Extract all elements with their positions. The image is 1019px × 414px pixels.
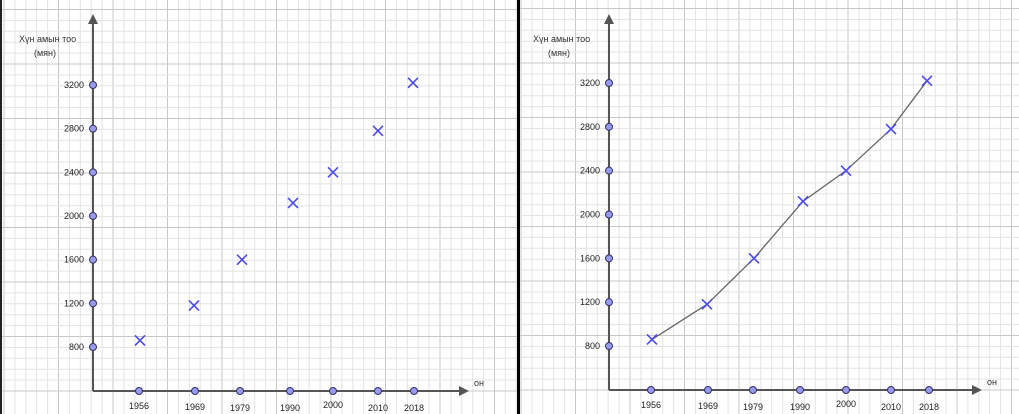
data-point-marker — [885, 123, 897, 135]
y-tick-point — [89, 168, 97, 177]
data-point-marker — [646, 333, 658, 345]
y-tick-label: 1600 — [580, 253, 600, 263]
x-tick-point — [286, 387, 294, 395]
y-tick-label: 800 — [69, 342, 84, 352]
x-tick-label: 2000 — [323, 400, 343, 410]
data-point-marker — [921, 75, 933, 87]
x-tick-point — [374, 387, 382, 395]
x-tick-label: 2018 — [919, 402, 939, 412]
x-tick-point — [135, 387, 143, 395]
y-axis-arrow — [88, 14, 98, 24]
data-point-marker — [748, 252, 760, 264]
data-point-marker — [372, 125, 384, 137]
y-tick-point — [89, 81, 97, 89]
y-tick-point — [89, 124, 97, 133]
x-tick-point — [647, 386, 655, 394]
data-point-marker — [797, 195, 809, 207]
x-tick-point — [410, 387, 418, 395]
y-axis-unit: (мян) — [548, 48, 570, 58]
data-point-marker — [701, 298, 713, 310]
data-point-marker — [407, 77, 419, 89]
x-tick-label: 1990 — [280, 403, 300, 413]
y-tick-point — [605, 210, 613, 219]
x-axis-title: он — [987, 377, 997, 387]
y-tick-label: 800 — [585, 341, 600, 351]
x-tick-label: 1990 — [790, 402, 810, 412]
y-tick-label: 2000 — [64, 211, 84, 221]
scatter-chart: Хүн амын тоо (мян) он 800 1200 1600 2000 2400 28… — [2, 0, 518, 414]
y-axis-title: Хүн амын тоо — [19, 34, 76, 44]
x-tick-label: 2018 — [404, 403, 424, 413]
x-tick-label: 2010 — [368, 403, 388, 413]
y-tick-label: 2000 — [580, 210, 600, 220]
data-point-marker — [840, 165, 852, 177]
x-tick-point — [796, 386, 804, 394]
y-tick-label: 2800 — [64, 124, 84, 134]
line-chart-panel: Хүн амын тоо (мян) он 800 1200 1600 2000 2400 28… — [520, 0, 1019, 414]
line-chart: Хүн амын тоо (мян) он 800 1200 1600 2000 2400 28… — [520, 0, 1019, 414]
x-tick-label: 2000 — [836, 399, 856, 409]
x-tick-point — [191, 387, 199, 395]
y-axis-title: Хүн амын тоо — [533, 34, 590, 44]
x-tick-label: 2010 — [881, 402, 901, 412]
x-tick-label: 1969 — [185, 402, 205, 412]
data-point-marker — [188, 299, 200, 312]
y-tick-label: 2400 — [580, 166, 600, 176]
x-tick-label: 1979 — [230, 403, 250, 413]
y-tick-label: 3200 — [580, 78, 600, 88]
y-tick-point — [605, 122, 613, 131]
y-tick-point — [89, 343, 97, 351]
x-tick-point — [925, 386, 933, 394]
y-tick-label: 1600 — [64, 255, 84, 265]
data-point-marker — [236, 254, 248, 266]
y-tick-point — [605, 79, 613, 87]
y-tick-point — [605, 298, 613, 307]
x-tick-point — [329, 387, 337, 395]
y-axis-unit: (мян) — [34, 48, 56, 58]
x-tick-point — [842, 386, 850, 394]
data-point-marker — [287, 197, 299, 209]
x-axis-arrow — [459, 386, 469, 396]
x-tick-label: 1969 — [698, 401, 718, 411]
grid — [520, 0, 1019, 414]
x-tick-label: 1956 — [641, 400, 661, 410]
y-tick-label: 1200 — [64, 298, 84, 308]
x-tick-point — [887, 386, 895, 394]
grid — [2, 0, 518, 414]
x-axis-arrow — [972, 385, 982, 395]
y-axis-arrow — [604, 14, 614, 24]
panel-divider — [517, 0, 520, 414]
y-tick-label: 1200 — [580, 297, 600, 307]
data-point-marker — [134, 334, 146, 347]
y-tick-label: 2800 — [580, 122, 600, 132]
x-tick-label: 1956 — [129, 401, 149, 411]
scatter-chart-panel: Хүн амын тоо (мян) он 800 1200 1600 2000 2400 28… — [0, 0, 518, 414]
y-tick-point — [89, 212, 97, 220]
series-line — [651, 80, 928, 340]
data-point-marker — [327, 166, 339, 178]
x-axis-title: он — [474, 378, 484, 388]
y-tick-point — [605, 166, 613, 175]
y-tick-point — [605, 342, 613, 350]
x-tick-point — [749, 386, 757, 394]
y-tick-label: 3200 — [64, 80, 84, 90]
y-tick-point — [89, 299, 97, 308]
y-tick-point — [605, 254, 613, 263]
y-tick-label: 2400 — [64, 167, 84, 177]
x-tick-label: 1979 — [743, 402, 763, 412]
x-tick-point — [704, 386, 712, 394]
x-tick-point — [236, 387, 244, 395]
y-tick-point — [89, 255, 97, 264]
